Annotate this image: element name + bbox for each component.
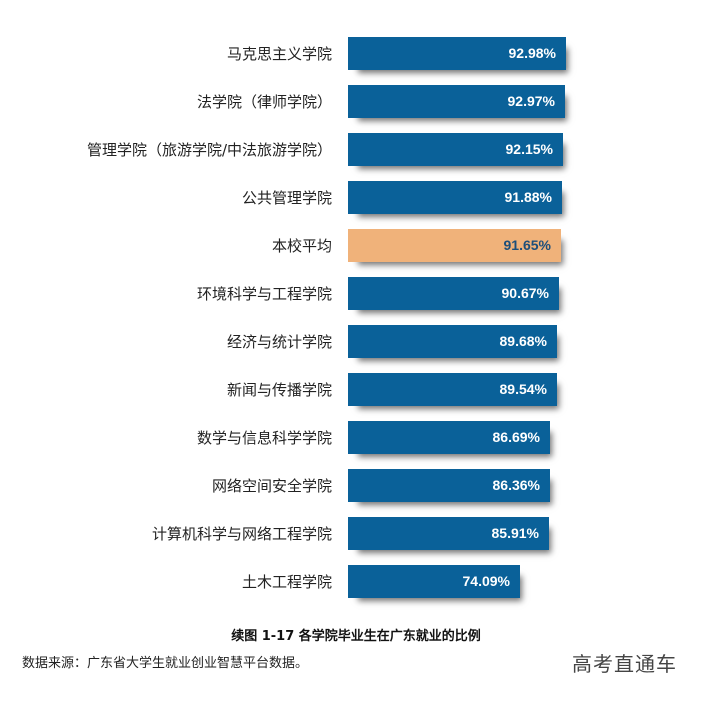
average-bar: 91.65% bbox=[348, 229, 561, 262]
bar-row: 公共管理学院 91.88% bbox=[0, 181, 712, 215]
bar-row: 数学与信息科学学院 86.69% bbox=[0, 421, 712, 455]
bar-row: 管理学院（旅游学院/中法旅游学院） 92.15% bbox=[0, 133, 712, 167]
bar: 85.91% bbox=[348, 517, 549, 550]
category-label: 数学与信息科学学院 bbox=[196, 429, 332, 447]
figure-caption: 续图 1-17 各学院毕业生在广东就业的比例 bbox=[231, 629, 481, 644]
category-label: 土木工程学院 bbox=[241, 573, 332, 591]
bar-row: 网络空间安全学院 86.36% bbox=[0, 469, 712, 503]
value-label: 86.69% bbox=[492, 429, 540, 445]
category-label: 管理学院（旅游学院/中法旅游学院） bbox=[86, 141, 332, 159]
value-label: 92.98% bbox=[508, 45, 556, 61]
bar: 91.88% bbox=[348, 181, 562, 214]
bar-row: 法学院（律师学院） 92.97% bbox=[0, 85, 712, 119]
bar: 86.36% bbox=[348, 469, 550, 502]
data-source-note: 数据来源：广东省大学生就业创业智慧平台数据。 bbox=[22, 656, 309, 671]
category-label: 环境科学与工程学院 bbox=[196, 285, 332, 303]
bar-chart: 马克思主义学院 92.98% 法学院（律师学院） 92.97% 管理学院（旅游学… bbox=[0, 37, 712, 599]
category-label: 计算机科学与网络工程学院 bbox=[151, 525, 332, 543]
bar: 92.97% bbox=[348, 85, 565, 118]
value-label: 91.65% bbox=[503, 237, 551, 253]
bar-row: 土木工程学院 74.09% bbox=[0, 565, 712, 599]
category-label: 马克思主义学院 bbox=[226, 45, 332, 63]
category-label: 网络空间安全学院 bbox=[211, 477, 332, 495]
value-label: 92.97% bbox=[507, 93, 555, 109]
value-label: 92.15% bbox=[505, 141, 553, 157]
watermark: 高考直通车 bbox=[572, 652, 677, 676]
bar: 86.69% bbox=[348, 421, 550, 454]
bar-row-average: 本校平均 91.65% bbox=[0, 229, 712, 263]
value-label: 89.68% bbox=[499, 333, 547, 349]
bar: 92.15% bbox=[348, 133, 563, 166]
bar: 90.67% bbox=[348, 277, 559, 310]
value-label: 74.09% bbox=[462, 573, 510, 589]
value-label: 85.91% bbox=[491, 525, 539, 541]
category-label: 经济与统计学院 bbox=[226, 333, 332, 351]
bar: 89.54% bbox=[348, 373, 557, 406]
value-label: 91.88% bbox=[504, 189, 552, 205]
value-label: 89.54% bbox=[499, 381, 547, 397]
category-label: 法学院（律师学院） bbox=[196, 93, 332, 111]
category-label: 公共管理学院 bbox=[241, 189, 332, 207]
bar-row: 环境科学与工程学院 90.67% bbox=[0, 277, 712, 311]
value-label: 90.67% bbox=[501, 285, 549, 301]
bar: 74.09% bbox=[348, 565, 520, 598]
bar-row: 新闻与传播学院 89.54% bbox=[0, 373, 712, 407]
bar-row: 马克思主义学院 92.98% bbox=[0, 37, 712, 71]
value-label: 86.36% bbox=[492, 477, 540, 493]
category-label: 本校平均 bbox=[271, 237, 332, 255]
bar: 89.68% bbox=[348, 325, 557, 358]
bar-row: 计算机科学与网络工程学院 85.91% bbox=[0, 517, 712, 551]
category-label: 新闻与传播学院 bbox=[226, 381, 332, 399]
bar-row: 经济与统计学院 89.68% bbox=[0, 325, 712, 359]
bar: 92.98% bbox=[348, 37, 566, 70]
